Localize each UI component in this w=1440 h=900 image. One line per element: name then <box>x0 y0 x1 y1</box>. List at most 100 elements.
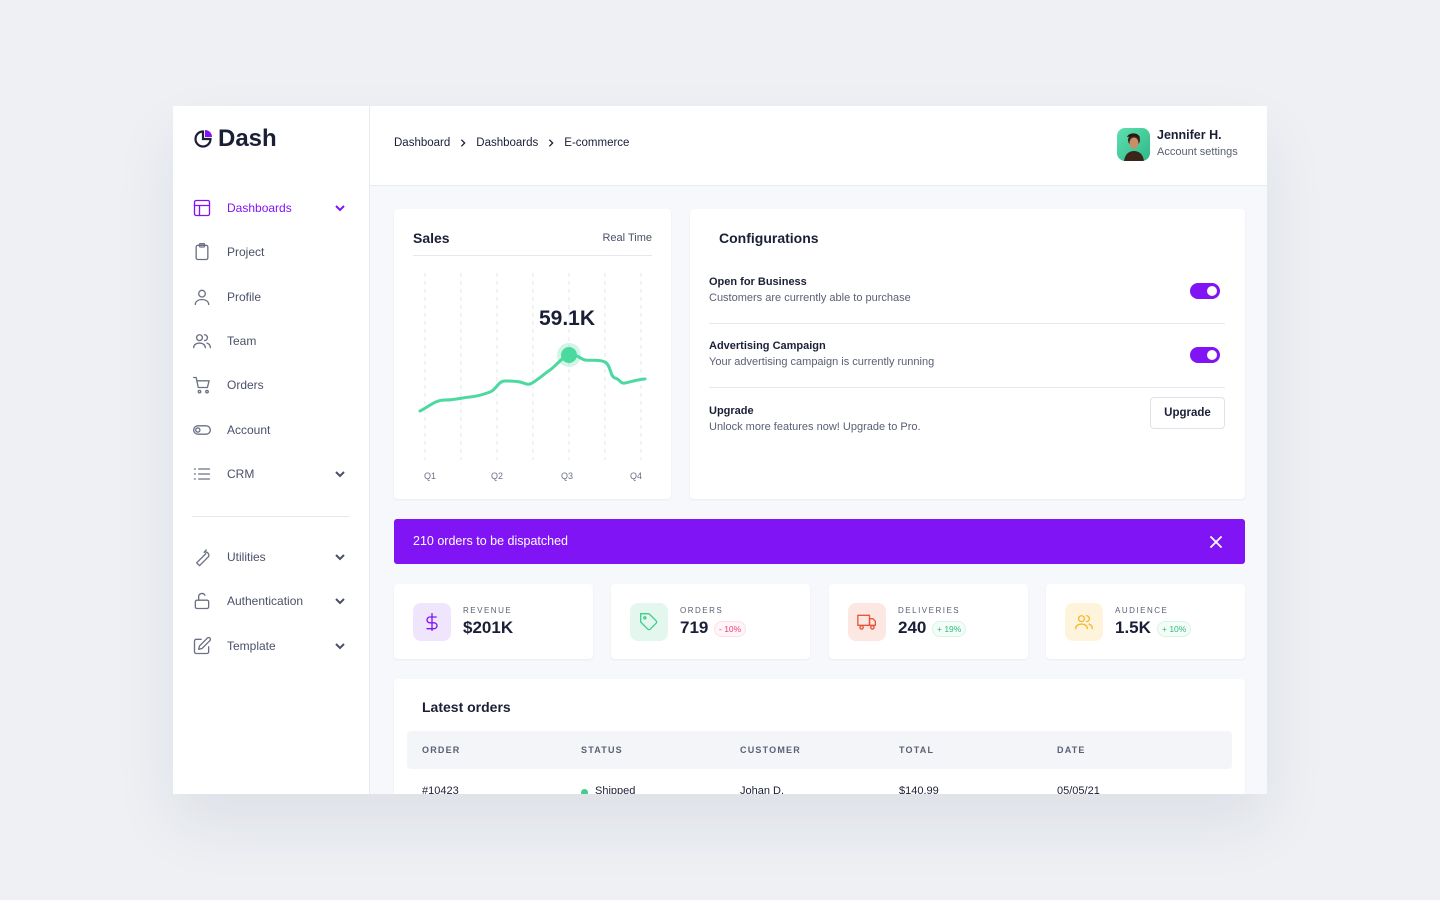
sales-line <box>418 353 647 413</box>
sales-chart: 59.1K Q1 Q2 Q3 Q4 <box>418 273 647 481</box>
column-header: DATE <box>1057 745 1086 755</box>
nav-icon <box>193 334 211 349</box>
avatar[interactable] <box>1117 128 1150 161</box>
table-header <box>407 731 1232 769</box>
toggle[interactable] <box>1190 283 1220 299</box>
nav-icon <box>193 468 211 480</box>
nav-label: CRM <box>227 467 255 481</box>
stat-change: + 19% <box>932 621 967 637</box>
header: Dashboard Dashboards E-commerce Jennifer H… <box>370 106 1267 186</box>
nav-label: Team <box>227 334 257 348</box>
nav-item[interactable]: Dashboards <box>173 193 369 223</box>
setting-description: Customers are currently able to purchase <box>709 292 911 304</box>
logo-icon <box>194 130 212 148</box>
breadcrumb-item[interactable]: E-commerce <box>564 137 630 149</box>
nav-chevron <box>335 205 345 212</box>
stat-value: $201K <box>463 618 514 637</box>
nav-icon <box>196 549 210 567</box>
upgrade-button[interactable]: Upgrade <box>1150 397 1225 429</box>
column-header: TOTAL <box>899 745 935 755</box>
stat-value: 719 <box>680 618 709 637</box>
nav-divider <box>192 516 350 517</box>
avatar-image <box>1124 133 1144 161</box>
nav-icon <box>195 243 209 261</box>
stat-value: 1.5K <box>1115 618 1151 637</box>
nav-chevron <box>335 554 345 561</box>
breadcrumb-separator <box>549 139 554 147</box>
stat-icon-glyph <box>857 614 876 630</box>
status-dot <box>581 789 588 794</box>
nav-icon <box>194 289 210 306</box>
nav-item[interactable]: Project <box>173 237 369 267</box>
banner-close[interactable] <box>1209 535 1223 549</box>
nav-icon <box>194 592 210 610</box>
account-settings-link[interactable]: Account settings <box>1157 146 1238 158</box>
configurations-card: Configurations Open for Business Customer… <box>690 209 1245 499</box>
nav-item[interactable]: Template <box>173 631 369 661</box>
user-name: Jennifer H. <box>1157 128 1222 142</box>
stat-icon <box>413 603 451 641</box>
nav-label: Template <box>227 639 276 653</box>
nav-item[interactable]: Profile <box>173 282 369 312</box>
status-cell: Shipped <box>595 785 636 794</box>
nav-item[interactable]: Authentication <box>173 586 369 616</box>
sales-title: Sales <box>413 230 450 246</box>
highlight-point <box>561 347 577 363</box>
nav-label: Authentication <box>227 594 304 608</box>
stat-change: - 10% <box>714 621 747 637</box>
nav-item[interactable]: CRM <box>173 459 369 489</box>
stat-icon-glyph <box>1075 615 1093 630</box>
sales-card: Sales Real Time 59.1K Q1 Q2 Q3 Q4 <box>394 209 671 499</box>
table-cell: $140.99 <box>899 785 939 794</box>
nav-label: Profile <box>227 290 262 304</box>
setting-description: Unlock more features now! Upgrade to Pro… <box>709 421 921 433</box>
nav-chevron <box>335 471 345 478</box>
nav-label: Project <box>227 245 265 259</box>
nav-item[interactable]: Utilities <box>173 542 369 572</box>
setting-title: Advertising Campaign <box>709 340 826 352</box>
x-axis-label: Q4 <box>630 471 642 481</box>
stat-change: + 10% <box>1157 621 1192 637</box>
chart-grid <box>424 273 642 460</box>
highlight-value: 59.1K <box>539 307 595 330</box>
stat-card: DELIVERIES 240 + 19% <box>829 584 1028 659</box>
toggle[interactable] <box>1190 347 1220 363</box>
nav-label: Orders <box>227 378 264 392</box>
nav-item[interactable]: Account <box>173 415 369 445</box>
setting-divider <box>709 387 1225 388</box>
nav-item[interactable]: Team <box>173 326 369 356</box>
breadcrumb-item[interactable]: Dashboards <box>476 137 539 149</box>
breadcrumb: Dashboard Dashboards E-commerce <box>394 137 629 149</box>
x-axis-label: Q1 <box>424 471 436 481</box>
stat-icon-glyph <box>640 613 658 631</box>
stat-label: AUDIENCE <box>1115 606 1169 615</box>
nav-item[interactable]: Orders <box>173 370 369 400</box>
setting-title: Upgrade <box>709 405 754 417</box>
nav-icon <box>193 425 211 435</box>
table-cell: #10423 <box>422 785 459 794</box>
nav-icon <box>193 376 210 394</box>
configurations-title: Configurations <box>719 230 819 246</box>
stat-label: DELIVERIES <box>898 606 961 615</box>
nav-icon <box>193 199 211 217</box>
column-header: CUSTOMER <box>740 745 801 755</box>
breadcrumb-item[interactable]: Dashboard <box>394 137 451 149</box>
nav-label: Dashboards <box>227 201 292 215</box>
nav-chevron <box>335 598 345 605</box>
stat-label: REVENUE <box>463 606 513 615</box>
stat-card: ORDERS 719 - 10% <box>611 584 810 659</box>
stat-value: 240 <box>898 618 927 637</box>
setting-divider <box>709 323 1225 324</box>
orders-title: Latest orders <box>422 699 511 715</box>
setting-description: Your advertising campaign is currently r… <box>709 356 935 368</box>
stat-icon <box>630 603 668 641</box>
stat-icon-glyph <box>426 613 438 631</box>
stat-card: REVENUE $201K <box>394 584 593 659</box>
table-cell: Johan D. <box>740 785 785 794</box>
toggle-knob <box>1207 350 1217 360</box>
column-header: STATUS <box>581 745 623 755</box>
sidebar: Dash Dashboards Project Profile Team Orders A… <box>173 106 370 794</box>
nav-label: Account <box>227 423 271 437</box>
